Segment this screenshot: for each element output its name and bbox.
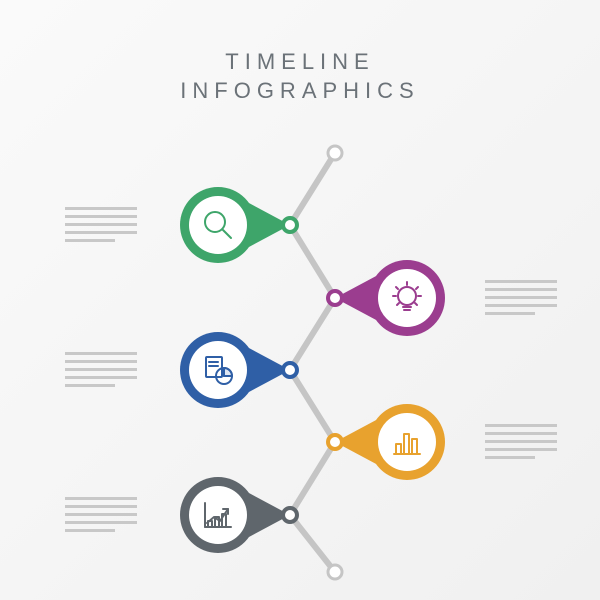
timeline-node	[335, 404, 445, 480]
text-placeholder	[485, 280, 557, 320]
timeline-node-dot	[283, 218, 297, 232]
text-placeholder	[65, 207, 137, 247]
timeline-dot	[328, 565, 342, 579]
text-placeholder	[65, 497, 137, 537]
timeline-node	[180, 477, 290, 553]
timeline-node	[180, 187, 290, 263]
timeline-dot	[328, 146, 342, 160]
timeline-node-dot	[283, 363, 297, 377]
timeline-node-dot	[283, 508, 297, 522]
text-placeholder	[485, 424, 557, 464]
text-placeholder	[65, 352, 137, 392]
timeline-node-dot	[328, 435, 342, 449]
timeline-node-dot	[328, 291, 342, 305]
timeline-node	[335, 260, 445, 336]
timeline-node	[180, 332, 290, 408]
